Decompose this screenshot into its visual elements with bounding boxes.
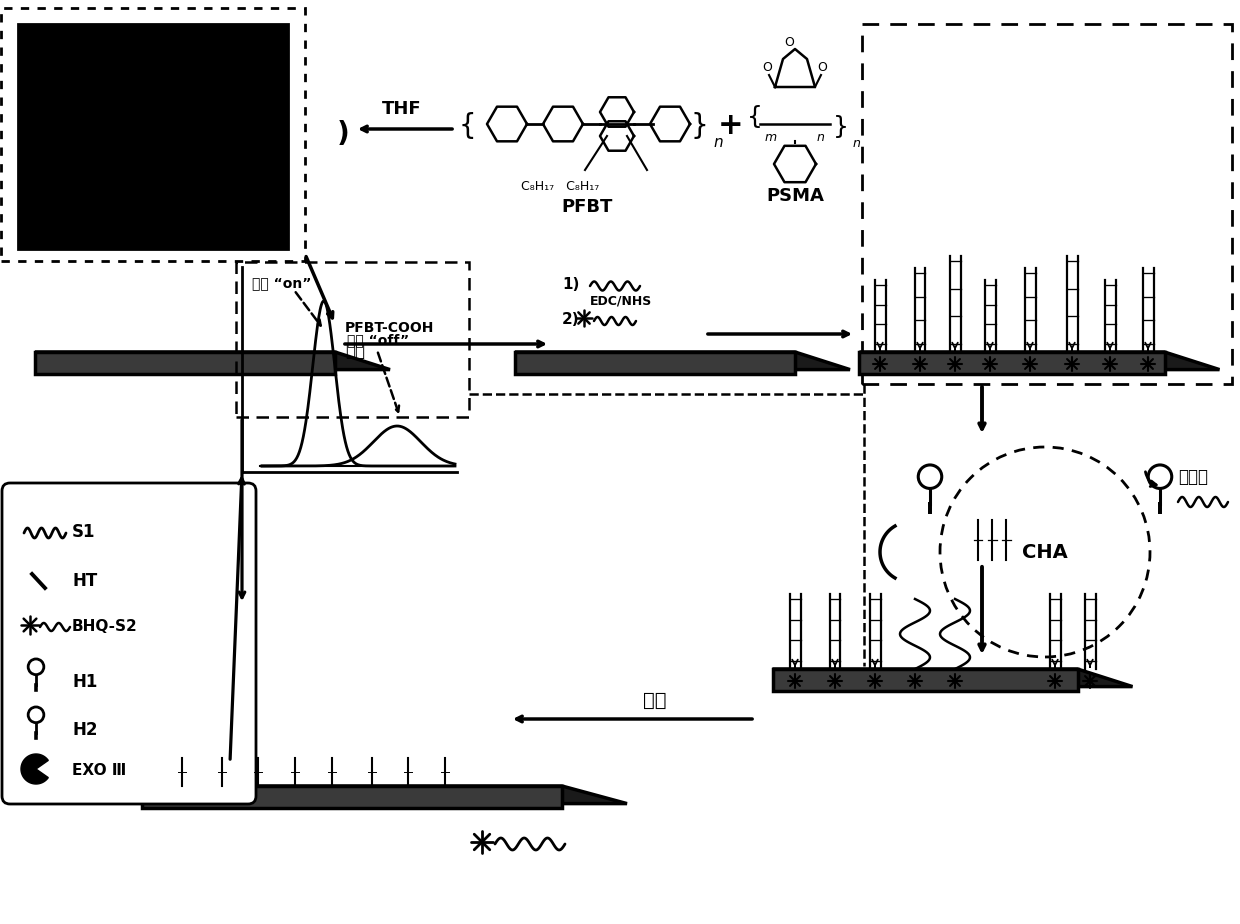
FancyBboxPatch shape [2, 483, 255, 804]
Bar [1, 8, 305, 261]
Text: CHA: CHA [1022, 542, 1068, 562]
Text: 信号 “off”: 信号 “off” [347, 333, 409, 347]
Text: 滴涂: 滴涂 [345, 342, 365, 360]
Polygon shape [859, 352, 1164, 374]
Bar [236, 262, 469, 417]
Text: n: n [713, 135, 723, 150]
Text: {: { [746, 105, 763, 129]
Text: 循环: 循环 [644, 691, 667, 710]
Text: C₈H₁₇   C₈H₁₇: C₈H₁₇ C₈H₁₇ [521, 180, 599, 193]
Text: O: O [817, 61, 827, 74]
Text: PFBT: PFBT [562, 198, 613, 216]
Text: n: n [817, 131, 825, 144]
Text: S1: S1 [72, 523, 95, 541]
Text: PFBT-COOH: PFBT-COOH [345, 321, 434, 335]
Text: O: O [784, 36, 794, 49]
Polygon shape [859, 352, 1219, 370]
Text: THF: THF [382, 100, 422, 118]
Text: 信号 “on”: 信号 “on” [252, 276, 311, 290]
Polygon shape [35, 352, 391, 370]
Polygon shape [773, 669, 1132, 687]
Text: O: O [763, 61, 771, 74]
Polygon shape [773, 669, 1078, 691]
Text: }: } [689, 112, 708, 140]
Text: EXO Ⅲ: EXO Ⅲ [72, 763, 126, 778]
Text: {: { [459, 112, 476, 140]
Polygon shape [515, 352, 795, 374]
Text: +: + [718, 111, 744, 140]
Text: }: } [833, 115, 849, 139]
Text: 目标物: 目标物 [1178, 468, 1208, 486]
Text: BHQ-S2: BHQ-S2 [72, 619, 138, 634]
Polygon shape [515, 352, 849, 370]
Text: 1): 1) [562, 277, 579, 292]
Text: n: n [853, 137, 861, 150]
Bar [862, 24, 1233, 384]
Text: H2: H2 [72, 721, 98, 739]
Text: PSMA: PSMA [766, 187, 823, 205]
Polygon shape [21, 754, 48, 784]
Text: H1: H1 [72, 673, 98, 691]
Polygon shape [35, 352, 335, 374]
Polygon shape [143, 786, 627, 804]
Text: EDC/NHS: EDC/NHS [590, 294, 652, 307]
Text: m: m [765, 131, 777, 144]
Text: HT: HT [72, 572, 97, 590]
Polygon shape [143, 786, 562, 808]
Text: 2): 2) [562, 312, 579, 327]
Text: ): ) [337, 120, 350, 148]
Bar [19, 24, 288, 249]
